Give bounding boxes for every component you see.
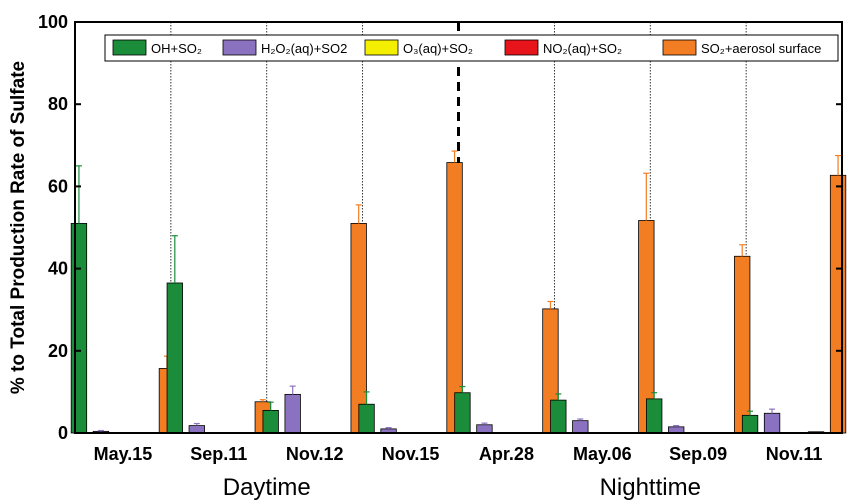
bar-nov-12-series-5 — [350, 222, 367, 434]
y-axis: 0 20 40 60 80 100 — [38, 12, 842, 443]
plot-frame — [74, 21, 843, 434]
x-axis: May.15 Sep.11 Nov.12 Nov.15 Apr.28 May.06 Sep.… — [94, 444, 823, 464]
bar-may-06-series-2 — [572, 420, 589, 434]
legend: OH+SO₂ H₂O₂(aq)+SO2 O₃(aq)+SO₂ NO₂(aq)+SO₂ S… — [104, 34, 839, 62]
group-labels: Daytime Nighttime — [223, 474, 701, 501]
x-tick-label: Nov.12 — [286, 444, 344, 464]
bar-sep-11-series-1 — [166, 282, 183, 434]
bar-sep-11-series-2 — [188, 425, 205, 434]
legend-swatch — [112, 39, 147, 56]
bar-apr-28-series-1 — [454, 392, 471, 434]
group-label: Daytime — [223, 474, 311, 501]
bar-may-15-series-1 — [70, 222, 88, 434]
x-tick-label: Nov.15 — [382, 444, 440, 464]
x-tick-label: Nov.11 — [766, 444, 823, 464]
x-tick-label: Sep.11 — [190, 444, 247, 464]
legend-label: O₃(aq)+SO₂ — [403, 41, 473, 56]
x-tick-label: May.06 — [573, 444, 632, 464]
bar-nov-11-series-5 — [829, 174, 847, 434]
bar-apr-28-series-2 — [476, 424, 493, 434]
y-tick-label: 20 — [48, 341, 68, 361]
y-tick-label: 60 — [48, 176, 68, 196]
legend-label: SO₂+aerosol surface — [701, 41, 821, 56]
plot-layer — [70, 22, 847, 434]
bar-nov-11-series-1 — [741, 414, 759, 434]
bar-nov-12-series-1 — [262, 409, 279, 434]
y-tick-label: 0 — [58, 423, 68, 443]
x-tick-label: Sep.09 — [669, 444, 727, 464]
legend-swatch — [222, 39, 257, 56]
legend-label: H₂O₂(aq)+SO2 — [261, 41, 347, 56]
bar-sep-09-series-5 — [734, 255, 751, 434]
bar-sep-09-series-1 — [646, 398, 663, 434]
group-label: Nighttime — [600, 474, 701, 501]
bar-may-06-series-1 — [550, 399, 567, 434]
x-tick-label: May.15 — [94, 444, 153, 464]
bar-nov-11-series-2 — [763, 412, 781, 434]
y-tick-label: 40 — [48, 259, 68, 279]
legend-swatch — [662, 39, 697, 56]
bar-nov-12-series-2 — [284, 393, 301, 434]
y-axis-label: % to Total Production Rate of Sulfate — [8, 61, 29, 394]
legend-swatch — [504, 39, 539, 56]
legend-swatch — [364, 39, 399, 56]
legend-label: OH+SO₂ — [151, 41, 202, 56]
bar-nov-15-series-1 — [358, 403, 375, 434]
legend-label: NO₂(aq)+SO₂ — [543, 41, 622, 56]
y-tick-label: 100 — [38, 12, 68, 32]
x-tick-label: Apr.28 — [479, 444, 534, 464]
y-tick-label: 80 — [48, 94, 68, 114]
